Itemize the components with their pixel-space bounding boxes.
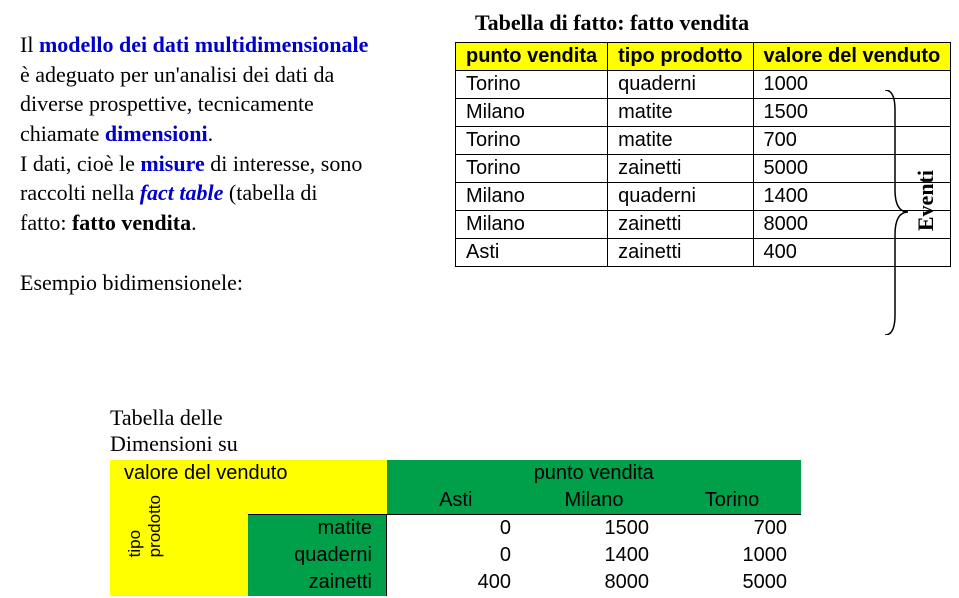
tipo-prodotto-label: tipo prodotto bbox=[125, 495, 165, 557]
dim-table-title: Tabella delle Dimensioni su bbox=[110, 405, 238, 458]
t-l1b: modello dei dati multidimensionale bbox=[39, 32, 368, 57]
table-header-row: punto vendita tipo prodotto valore del v… bbox=[456, 43, 951, 71]
th-punto: punto vendita bbox=[456, 43, 608, 71]
t-l5a: I dati, cioè le bbox=[20, 151, 140, 176]
dim-title3: valore del venduto bbox=[110, 460, 387, 487]
dim-row-matite: matite bbox=[248, 515, 387, 543]
table-row: Astizainetti400 bbox=[456, 239, 951, 267]
dim-row: valore del venduto punto vendita bbox=[110, 460, 801, 487]
description-text: Il modello dei dati multidimensionale è … bbox=[20, 30, 440, 297]
table-row: Milanozainetti8000 bbox=[456, 211, 951, 239]
dim-table: valore del venduto punto vendita Asti Mi… bbox=[110, 460, 801, 596]
dim-col-torino: Torino bbox=[663, 487, 801, 515]
dim-row: Asti Milano Torino bbox=[110, 487, 801, 515]
t-l3: diverse prospettive, tecnicamente bbox=[20, 91, 314, 116]
t-l7b: fatto vendita bbox=[72, 210, 191, 235]
t-l6a: raccolti nella bbox=[20, 180, 140, 205]
t-l5b: misure bbox=[140, 151, 204, 176]
th-valore: valore del venduto bbox=[753, 43, 951, 71]
brace-icon bbox=[880, 90, 910, 335]
t-l7a: fatto: bbox=[20, 210, 72, 235]
dim-row: matite 0 1500 700 bbox=[110, 515, 801, 543]
t-l4a: chiamate bbox=[20, 121, 105, 146]
table-row: Milanomatite1500 bbox=[456, 99, 951, 127]
dim-row-quaderni: quaderni bbox=[248, 542, 387, 569]
t-l6c: (tabella di bbox=[223, 180, 317, 205]
eventi-label: Eventi bbox=[913, 170, 939, 231]
table-row: Torinoquaderni1000 bbox=[456, 71, 951, 99]
fact-table-title: Tabella di fatto: fatto vendita bbox=[475, 10, 749, 36]
t-l4b: dimensioni bbox=[105, 121, 208, 146]
dim-row-zainetti: zainetti bbox=[248, 569, 387, 596]
th-tipo: tipo prodotto bbox=[608, 43, 753, 71]
t-l6b: fact table bbox=[140, 180, 224, 205]
dim-col-head-top: punto vendita bbox=[387, 460, 802, 487]
dim-col-milano: Milano bbox=[525, 487, 663, 515]
table-row: Milanoquaderni1400 bbox=[456, 183, 951, 211]
dim-col-asti: Asti bbox=[387, 487, 526, 515]
t-l2: è adeguato per un'analisi dei dati da bbox=[20, 62, 334, 87]
table-row: Torinozainetti5000 bbox=[456, 155, 951, 183]
fact-table: punto vendita tipo prodotto valore del v… bbox=[455, 42, 951, 267]
t-l5c: di interesse, sono bbox=[205, 151, 363, 176]
t-l1a: Il bbox=[20, 32, 39, 57]
table-row: Torinomatite700 bbox=[456, 127, 951, 155]
t-l8: Esempio bidimensionele: bbox=[20, 270, 243, 295]
